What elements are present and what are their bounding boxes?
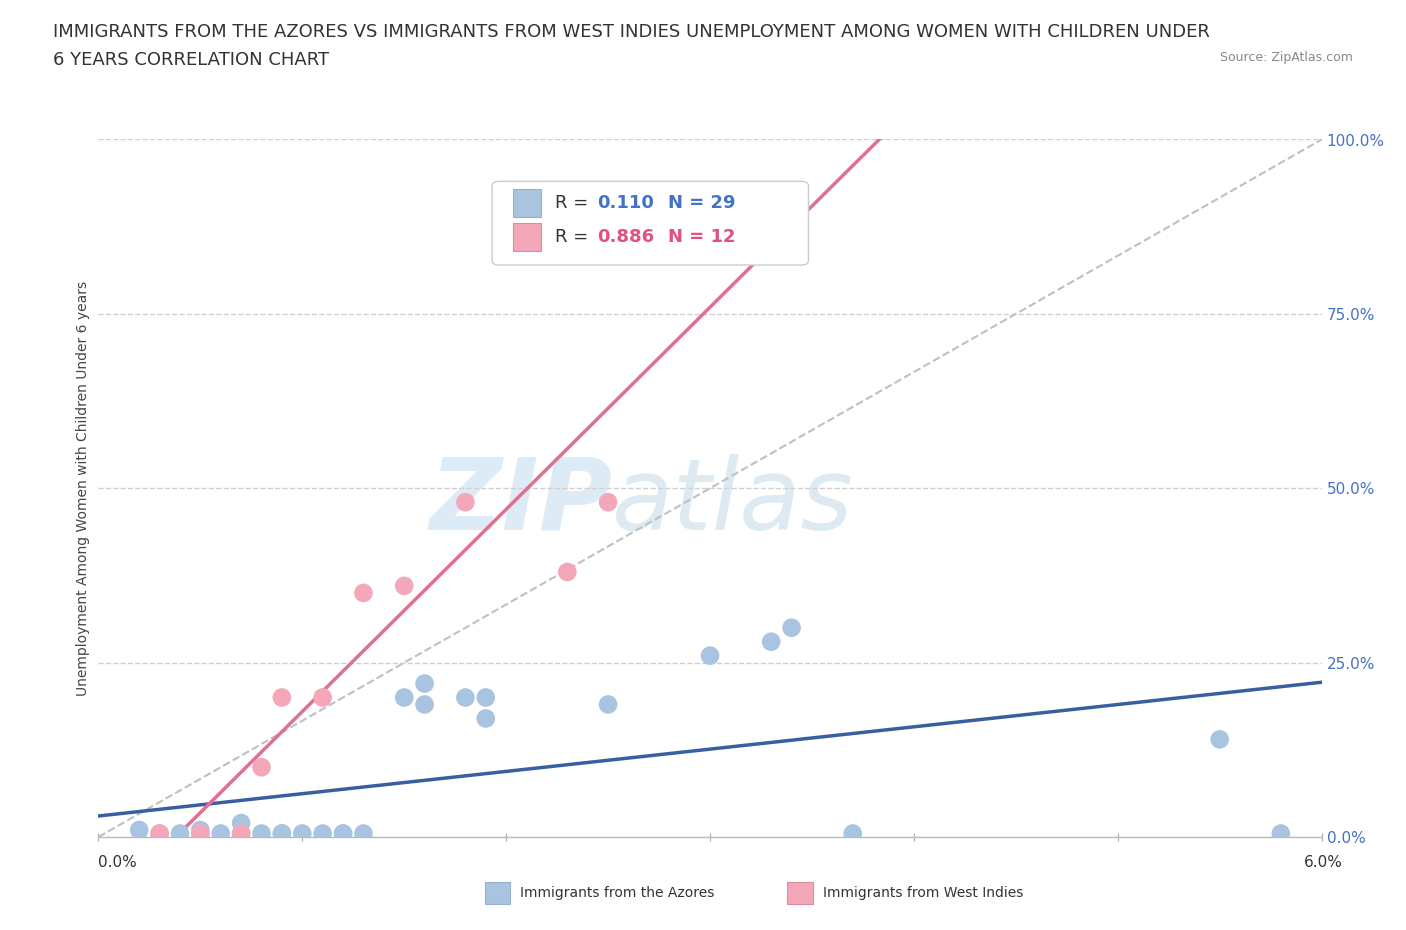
Text: Immigrants from the Azores: Immigrants from the Azores (520, 885, 714, 900)
Text: 6 YEARS CORRELATION CHART: 6 YEARS CORRELATION CHART (53, 51, 329, 69)
Point (332, 826, 354, 841)
Point (229, 826, 253, 841)
Point (250, 826, 273, 841)
Point (352, 826, 374, 841)
Point (780, 620, 803, 635)
Point (209, 826, 232, 841)
Text: Immigrants from West Indies: Immigrants from West Indies (823, 885, 1024, 900)
Point (596, 698, 619, 712)
Point (392, 578, 415, 593)
Text: 0.0%: 0.0% (98, 855, 138, 870)
Point (454, 495, 477, 510)
Point (392, 690, 415, 705)
Text: N = 29: N = 29 (668, 193, 735, 212)
Point (169, 826, 191, 841)
Point (270, 826, 292, 841)
Point (270, 690, 292, 705)
Point (229, 826, 253, 841)
Point (291, 826, 314, 841)
Point (474, 711, 498, 725)
Point (149, 826, 172, 841)
Point (474, 690, 498, 705)
Text: N = 12: N = 12 (668, 228, 735, 246)
Point (596, 495, 619, 510)
Point (699, 648, 721, 663)
Point (149, 826, 172, 841)
Point (352, 586, 374, 601)
Point (311, 826, 335, 841)
Text: ZIP: ZIP (429, 454, 612, 551)
Point (188, 826, 211, 841)
Point (413, 676, 436, 691)
Point (311, 690, 335, 705)
Text: Source: ZipAtlas.com: Source: ZipAtlas.com (1219, 51, 1353, 64)
Point (841, 826, 863, 841)
Point (188, 823, 211, 837)
Point (555, 565, 579, 579)
Point (1208, 732, 1230, 747)
Point (1270, 826, 1292, 841)
Point (332, 826, 354, 841)
Point (229, 816, 253, 830)
Point (250, 760, 273, 775)
Text: atlas: atlas (612, 454, 853, 551)
Point (454, 690, 477, 705)
Text: 0.886: 0.886 (598, 228, 655, 246)
Text: R =: R = (555, 193, 595, 212)
Text: R =: R = (555, 228, 595, 246)
Point (413, 698, 436, 712)
Point (188, 826, 211, 841)
Point (617, 244, 640, 259)
Text: 6.0%: 6.0% (1303, 855, 1343, 870)
Text: 0.110: 0.110 (598, 193, 654, 212)
Point (759, 634, 782, 649)
Point (270, 826, 292, 841)
Text: IMMIGRANTS FROM THE AZORES VS IMMIGRANTS FROM WEST INDIES UNEMPLOYMENT AMONG WOM: IMMIGRANTS FROM THE AZORES VS IMMIGRANTS… (53, 23, 1211, 41)
Y-axis label: Unemployment Among Women with Children Under 6 years: Unemployment Among Women with Children U… (76, 281, 90, 696)
Point (128, 823, 150, 837)
